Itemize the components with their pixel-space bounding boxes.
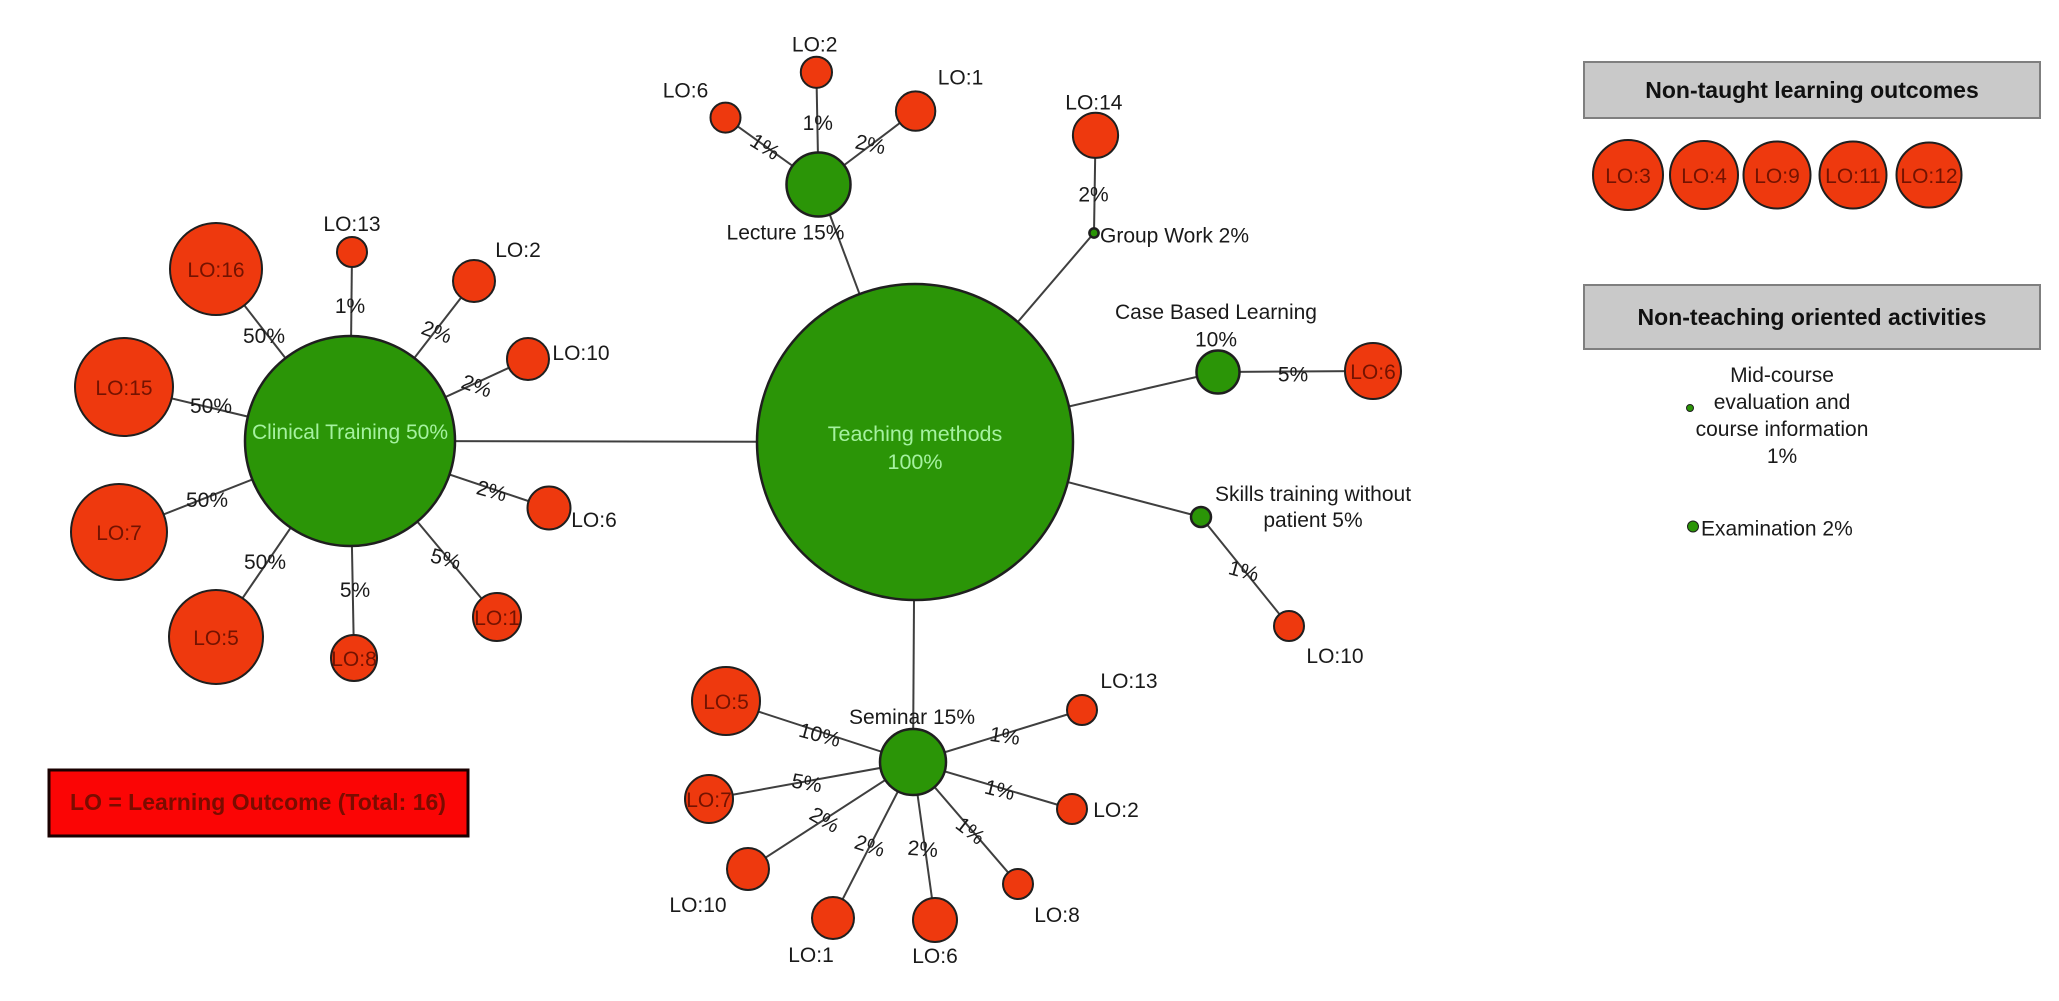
svg-text:1%: 1% <box>988 723 1021 750</box>
svg-text:LO:11: LO:11 <box>1825 165 1881 188</box>
svg-text:LO:8: LO:8 <box>331 648 377 671</box>
svg-text:Non-teaching oriented activiti: Non-teaching oriented activities <box>1638 304 1987 330</box>
svg-text:10%: 10% <box>1195 329 1237 352</box>
svg-text:LO:5: LO:5 <box>703 691 749 714</box>
svg-text:1%: 1% <box>1767 445 1797 468</box>
svg-text:LO:1: LO:1 <box>938 66 984 89</box>
svg-text:LO:2: LO:2 <box>1093 799 1139 822</box>
svg-text:Seminar 15%: Seminar 15% <box>849 706 975 729</box>
svg-text:2%: 2% <box>907 837 939 863</box>
svg-text:5%: 5% <box>790 770 824 798</box>
svg-text:LO:13: LO:13 <box>1100 670 1157 693</box>
svg-text:LO:10: LO:10 <box>669 894 726 917</box>
svg-text:LO:1: LO:1 <box>474 607 520 630</box>
svg-text:LO:2: LO:2 <box>792 34 838 57</box>
svg-text:5%: 5% <box>340 579 370 602</box>
svg-text:course information: course information <box>1696 418 1869 441</box>
svg-text:5%: 5% <box>1278 364 1308 387</box>
svg-text:LO:2: LO:2 <box>495 239 541 262</box>
svg-text:LO:6: LO:6 <box>663 80 709 103</box>
svg-text:50%: 50% <box>244 551 286 574</box>
svg-text:Skills training without: Skills training without <box>1215 483 1411 506</box>
svg-text:Examination 2%: Examination 2% <box>1701 518 1853 541</box>
svg-text:1%: 1% <box>335 295 365 318</box>
svg-text:patient 5%: patient 5% <box>1263 509 1362 532</box>
svg-text:LO:4: LO:4 <box>1681 165 1727 188</box>
svg-text:LO:13: LO:13 <box>323 213 380 236</box>
svg-text:Group Work 2%: Group Work 2% <box>1100 225 1249 248</box>
svg-text:LO:7: LO:7 <box>686 789 732 812</box>
svg-text:LO:8: LO:8 <box>1034 904 1080 927</box>
svg-text:LO:12: LO:12 <box>1900 165 1957 188</box>
svg-text:LO:16: LO:16 <box>187 259 244 282</box>
svg-text:LO:9: LO:9 <box>1754 165 1800 188</box>
svg-text:Non-taught learning outcomes: Non-taught learning outcomes <box>1645 77 1979 103</box>
svg-text:1%: 1% <box>803 112 833 135</box>
svg-text:Case Based Learning: Case Based Learning <box>1115 301 1317 324</box>
svg-text:LO:1: LO:1 <box>788 944 834 967</box>
svg-text:50%: 50% <box>186 489 228 512</box>
svg-text:LO:5: LO:5 <box>193 627 239 650</box>
svg-text:LO:6: LO:6 <box>571 509 617 532</box>
svg-text:2%: 2% <box>1078 183 1108 206</box>
svg-text:LO:7: LO:7 <box>96 522 142 545</box>
svg-text:Teaching methods: Teaching methods <box>828 422 1003 446</box>
svg-text:LO:10: LO:10 <box>1306 645 1363 668</box>
svg-text:Mid-course: Mid-course <box>1730 364 1834 387</box>
svg-text:LO:6: LO:6 <box>912 945 958 968</box>
svg-text:LO = Learning Outcome (Total:: LO = Learning Outcome (Total: 16) <box>70 789 446 815</box>
svg-text:Clinical Training 50%: Clinical Training 50% <box>252 421 448 444</box>
svg-text:LO:10: LO:10 <box>552 342 609 365</box>
svg-text:LO:3: LO:3 <box>1605 165 1651 188</box>
svg-text:LO:14: LO:14 <box>1065 92 1123 115</box>
svg-text:evaluation and: evaluation and <box>1714 391 1851 414</box>
svg-text:100%: 100% <box>888 450 943 474</box>
svg-text:LO:15: LO:15 <box>95 377 152 400</box>
svg-text:LO:6: LO:6 <box>1350 361 1396 384</box>
svg-text:Lecture 15%: Lecture 15% <box>727 222 845 245</box>
svg-text:50%: 50% <box>243 325 285 348</box>
svg-text:50%: 50% <box>190 395 232 418</box>
